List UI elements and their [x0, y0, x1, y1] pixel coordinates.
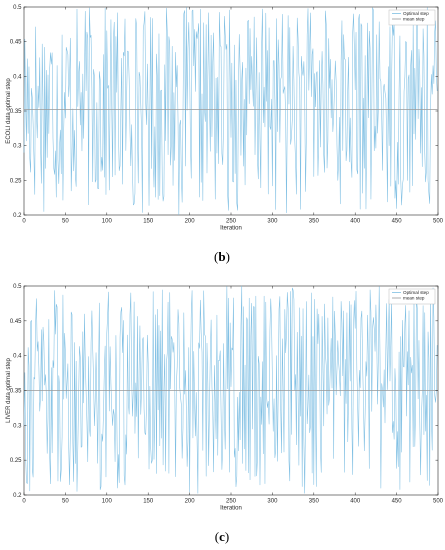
caption-close-paren: ): [225, 529, 229, 544]
optimal-step-line: [23, 285, 438, 494]
x-tick-label: 100: [102, 499, 113, 505]
legend-entry: Optimal step: [403, 11, 429, 16]
y-tick-label: 0.2: [13, 213, 22, 219]
y-tick-label: 0.45: [10, 319, 22, 325]
x-tick-label: 500: [433, 219, 444, 225]
y-tick-label: 0.35: [10, 389, 22, 395]
y-tick-label: 0.25: [10, 458, 22, 464]
x-tick-label: 150: [143, 499, 154, 505]
x-axis-label: Iteration: [220, 506, 242, 512]
chart-panel-b: 0 50 100 150 200 250 300 350 400 450 500 0.2 0.25 0.3…: [6, 5, 444, 264]
x-tick-label: 100: [102, 219, 113, 225]
y-tick-label: 0.45: [10, 40, 22, 46]
x-tick-label: 350: [309, 499, 320, 505]
x-tick-label: 400: [350, 499, 361, 505]
x-tick-label: 300: [267, 499, 278, 505]
x-tick-label: 200: [185, 219, 196, 225]
chart-panel-c: 0 50 100 150 200 250 300 350 400 450 500 0.2 0.25 0.3…: [6, 284, 444, 544]
optimal-step-line: [23, 7, 438, 216]
y-tick-label: 0.2: [13, 493, 22, 499]
caption-open-paren: (: [215, 529, 219, 544]
x-tick-label: 150: [143, 219, 154, 225]
y-tick-label: 0.4: [13, 74, 22, 80]
x-tick-label: 0: [22, 499, 26, 505]
y-tick-label: 0.25: [10, 178, 22, 184]
legend-entry: mean step: [403, 16, 425, 21]
figure-caption: (b): [214, 249, 230, 264]
figure-caption: (c): [215, 529, 229, 544]
x-tick-label: 400: [350, 219, 361, 225]
x-tick-label: 500: [433, 499, 444, 505]
y-tick-label: 0.3: [13, 144, 22, 150]
caption-open-paren: (: [214, 249, 218, 264]
y-tick-label: 0.3: [13, 423, 22, 429]
caption-letter: c: [219, 529, 225, 544]
legend-entry: Optimal step: [403, 290, 429, 295]
x-tick-label: 0: [22, 219, 26, 225]
y-axis-label: ECOLI data optimal step: [6, 78, 12, 144]
x-axis-label: Iteration: [220, 226, 242, 232]
x-tick-label: 250: [226, 219, 237, 225]
y-tick-label: 0.5: [13, 284, 22, 290]
y-tick-label: 0.5: [13, 5, 22, 11]
y-axis-label: LIVER data optimal step: [6, 357, 12, 422]
x-tick-label: 450: [392, 219, 403, 225]
x-tick-label: 250: [226, 499, 237, 505]
y-tick-label: 0.4: [13, 354, 22, 360]
y-tick-label: 0.35: [10, 109, 22, 115]
x-tick-label: 300: [267, 219, 278, 225]
x-tick-label: 50: [62, 219, 69, 225]
x-tick-label: 350: [309, 219, 320, 225]
caption-letter: b: [218, 249, 225, 264]
caption-close-paren: ): [226, 249, 230, 264]
x-tick-label: 50: [62, 499, 69, 505]
x-tick-label: 200: [185, 499, 196, 505]
x-tick-label: 450: [392, 499, 403, 505]
legend-entry: mean step: [403, 295, 425, 300]
